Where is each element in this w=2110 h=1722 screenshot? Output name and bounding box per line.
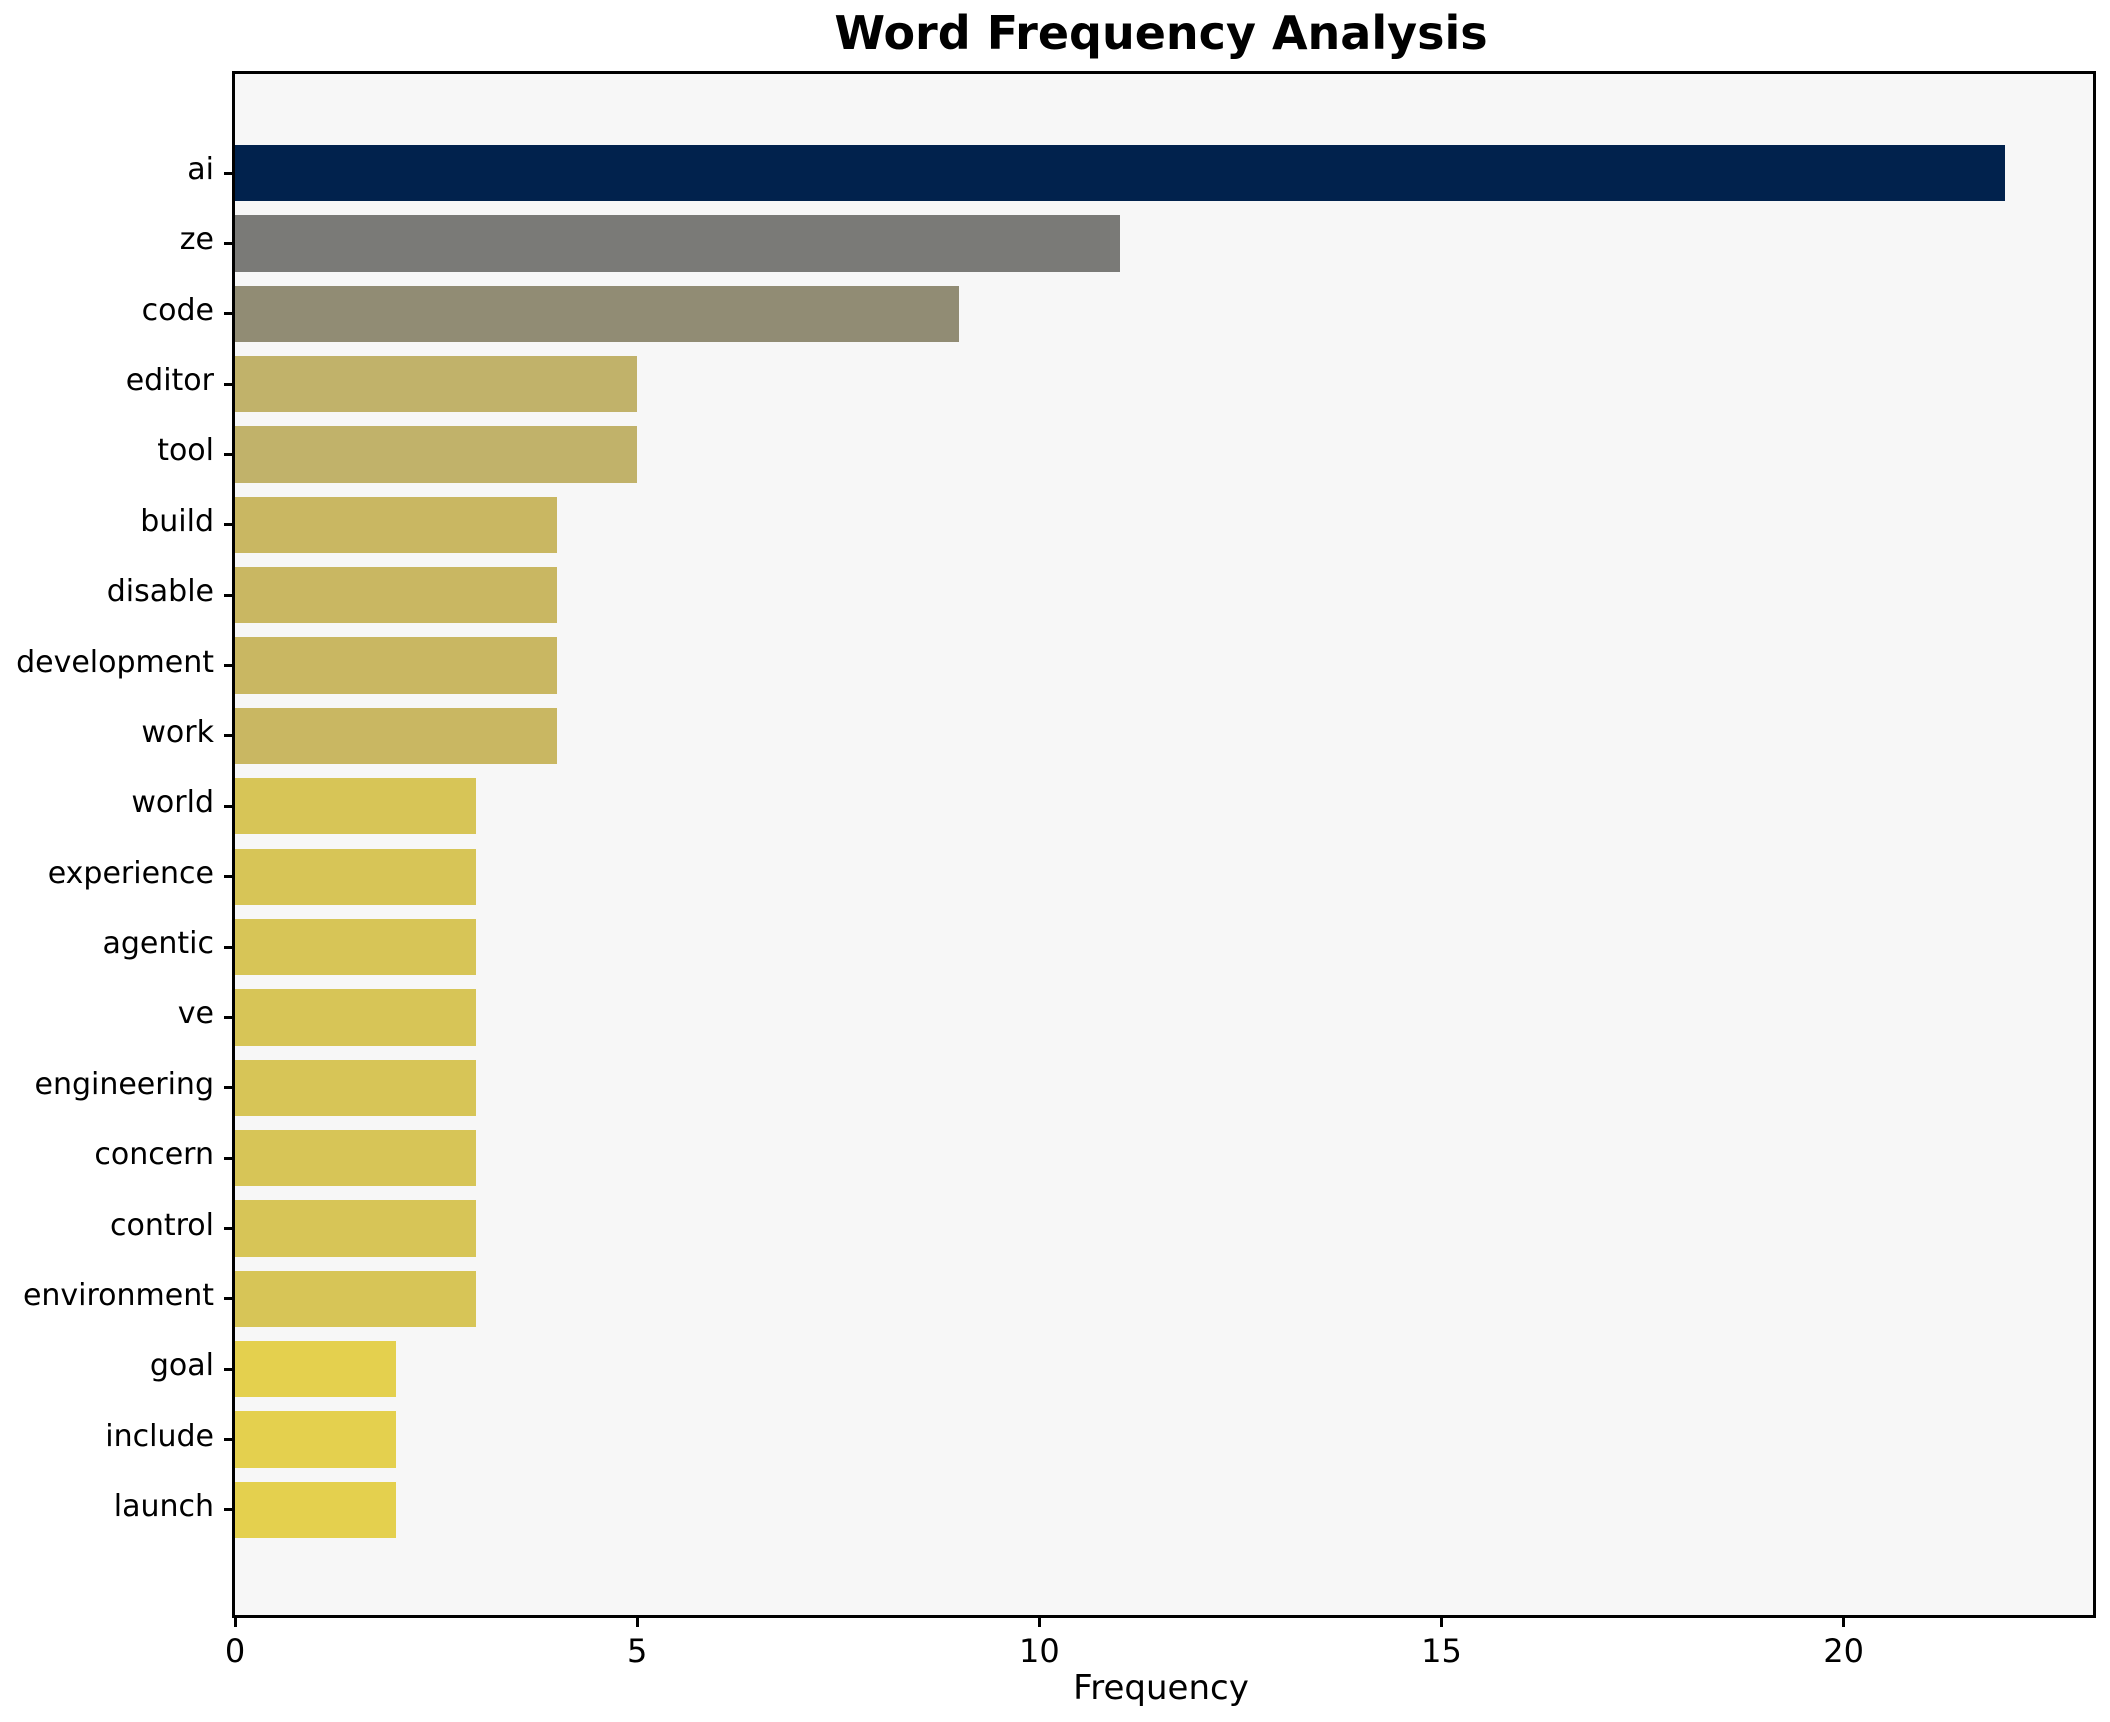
y-axis-tick [224, 734, 235, 738]
y-tick-label-control: control [110, 1207, 214, 1243]
y-axis-tick [224, 1086, 235, 1090]
y-tick-label-environment: environment [22, 1277, 214, 1313]
y-tick-label-experience: experience [47, 855, 214, 891]
y-axis-tick [224, 312, 235, 316]
y-tick-label-ai: ai [187, 152, 214, 188]
x-axis-tick [635, 1615, 639, 1627]
y-tick-label-code: code [141, 292, 214, 328]
y-tick-label-work: work [141, 714, 214, 750]
y-axis-tick [224, 804, 235, 808]
y-tick-label-goal: goal [149, 1348, 214, 1384]
bar-goal [235, 1341, 396, 1398]
bar-control [235, 1200, 477, 1257]
y-tick-label-development: development [16, 644, 214, 680]
y-axis-tick [224, 1227, 235, 1230]
y-tick-label-build: build [140, 503, 214, 539]
y-tick-label-concern: concern [94, 1137, 214, 1173]
y-axis-tick [224, 382, 235, 386]
bar-ze [235, 215, 1120, 272]
y-axis-tick [224, 452, 235, 456]
y-axis-tick [224, 171, 235, 175]
x-axis-tick [233, 1615, 237, 1627]
y-axis-tick [224, 593, 235, 597]
y-tick-label-world: world [131, 785, 214, 821]
bar-build [235, 496, 557, 553]
bar-code [235, 285, 959, 342]
y-axis-tick [224, 1438, 235, 1442]
y-axis-tick [224, 1508, 235, 1512]
bar-engineering [235, 1059, 477, 1116]
y-tick-label-ve: ve [177, 996, 214, 1032]
bar-launch [235, 1481, 396, 1539]
chart-title: Word Frequency Analysis [834, 6, 1488, 60]
bar-world [235, 778, 477, 835]
x-axis-tick [1037, 1615, 1041, 1627]
y-axis-tick [224, 664, 235, 668]
y-tick-label-include: include [105, 1418, 214, 1454]
bar-environment [235, 1270, 477, 1327]
bar-concern [235, 1129, 477, 1187]
x-tick-label-20: 20 [1823, 1632, 1865, 1670]
bar-ve [235, 989, 477, 1046]
y-tick-label-tool: tool [157, 433, 214, 469]
y-tick-label-disable: disable [106, 574, 214, 610]
y-axis-tick [224, 1367, 235, 1371]
x-axis-label: Frequency [1073, 1668, 1249, 1708]
y-axis-tick [224, 523, 235, 527]
x-tick-label-15: 15 [1421, 1632, 1462, 1670]
x-axis-tick [1842, 1615, 1846, 1627]
bar-editor [235, 355, 638, 413]
x-tick-label-0: 0 [224, 1632, 246, 1670]
bar-tool [235, 426, 638, 483]
bar-include [235, 1411, 396, 1468]
x-axis-tick [1439, 1615, 1443, 1627]
y-tick-label-ze: ze [179, 222, 214, 258]
y-tick-label-launch: launch [113, 1488, 214, 1524]
bar-work [235, 707, 557, 765]
bar-agentic [235, 918, 477, 976]
bar-development [235, 637, 557, 694]
x-tick-label-5: 5 [626, 1632, 648, 1670]
y-axis-tick [224, 1015, 235, 1019]
y-axis-tick [224, 945, 235, 949]
y-axis-tick [224, 241, 235, 245]
y-axis-tick [224, 1297, 235, 1301]
y-tick-label-agentic: agentic [102, 926, 215, 962]
bar-experience [235, 848, 477, 905]
y-tick-label-editor: editor [125, 363, 214, 399]
y-axis-tick [224, 1156, 235, 1160]
y-tick-label-engineering: engineering [34, 1066, 214, 1102]
x-tick-label-10: 10 [1018, 1632, 1060, 1670]
bar-ai [235, 144, 2005, 202]
y-axis-tick [224, 875, 235, 879]
bar-disable [235, 567, 557, 624]
